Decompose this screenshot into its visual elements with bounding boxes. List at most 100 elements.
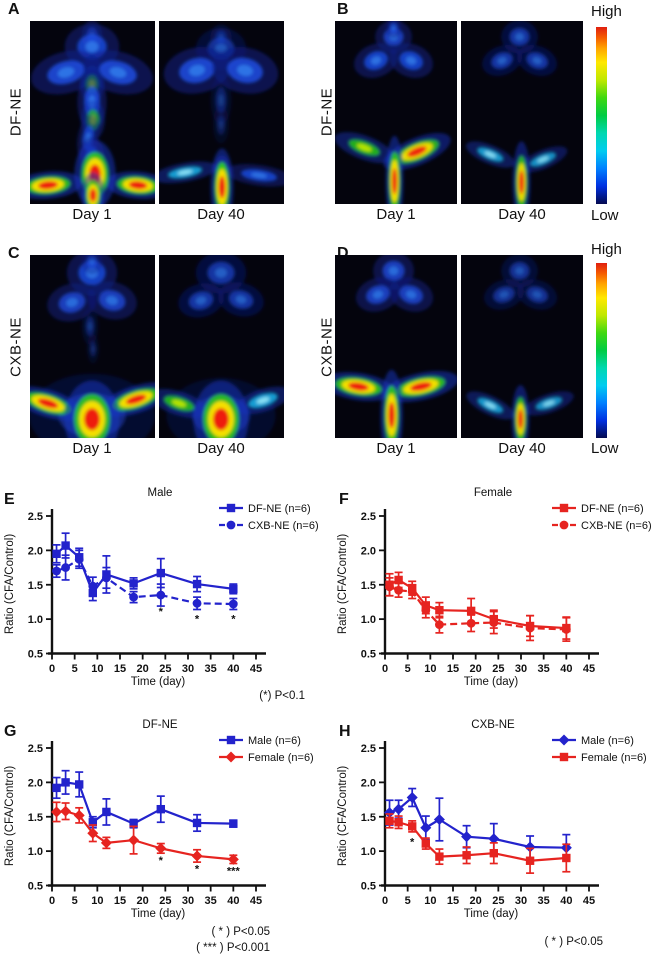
chart-title: CXB-NE [471,719,515,731]
chart-h: H CXB-NE Ratio (CFA/Control) Time (day) 0 5 1… [333,712,666,960]
axis-ticks [46,747,257,892]
legend-item: Male (n=6) [552,734,634,747]
panel-b: B DF-NE Day 1 Day 40 High Low [319,0,666,232]
y-tick-label: 1.5 [28,580,43,592]
colorbar-low-label: Low [591,440,619,457]
x-tick-label: 5 [405,663,411,675]
x-tick-label: 20 [137,663,149,675]
day-label: Day 40 [498,206,546,223]
day-label: Day 1 [376,206,416,223]
intensity-colorbar [596,263,607,438]
x-axis-label: Time (day) [464,908,519,920]
series-female-n-6- [385,813,571,874]
day-label: Day 40 [197,206,245,223]
scan-blobs [30,255,155,438]
panel-c: C CXB-NE Day 1 Day 40 [0,232,333,470]
x-tick-label: 25 [492,895,504,907]
legend-label: Female (n=6) [248,752,314,764]
x-tick-label: 35 [538,663,550,675]
y-tick-label: 0.5 [28,881,43,893]
x-tick-label: 5 [72,895,78,907]
x-tick-label: 30 [182,663,194,675]
significance-mark: * [159,606,164,618]
x-tick-label: 30 [182,895,194,907]
p-value-note: (*) P<0.1 [259,690,305,702]
x-axis-label: Time (day) [464,676,519,688]
day-label: Day 1 [72,206,112,223]
legend-label: CXB-NE (n=6) [581,520,652,532]
scan-blobs [159,24,284,204]
x-axis-label: Time (day) [131,908,186,920]
mouse-scan-svg [30,21,155,204]
panel-a: A DF-NE Day 1 Day 40 [0,0,333,232]
x-tick-label: 25 [159,663,171,675]
legend-label: DF-NE (n=6) [248,503,311,515]
p-value-note: ( * ) P<0.05 [545,936,604,948]
day-label: Day 1 [72,440,112,457]
chart-f: F Female Ratio (CFA/Control) Time (day) 0 5 1… [333,480,666,712]
y-tick-label: 2.0 [28,777,43,789]
chart-axes [48,741,266,887]
y-tick-label: 1.5 [28,812,43,824]
chart-plot-h: CXB-NE Ratio (CFA/Control) Time (day) 0 5 10 1… [337,719,647,948]
y-tick-label: 2.0 [361,777,376,789]
x-tick-label: 40 [227,895,239,907]
scan-blobs [335,21,451,204]
series-male-n-6- [52,769,238,833]
x-tick-label: 0 [382,663,388,675]
x-tick-label: 45 [250,663,262,675]
significance-mark: *** [227,865,241,877]
intensity-colorbar [596,27,607,204]
axis-ticks [379,747,590,892]
y-axis-label: Ratio (CFA/Control) [4,534,16,635]
p-value-note: ( * ) P<0.05 [212,926,271,938]
mouse-scan-svg [461,255,583,438]
y-tick-label: 0.5 [28,649,43,661]
chart-plot-f: Female Ratio (CFA/Control) Time (day) 0 5 10 1… [337,487,652,688]
x-tick-label: 10 [91,663,103,675]
series-cxb-ne-n-6- [385,577,571,642]
mouse-image-c-day1 [30,255,155,438]
colorbar-high-label: High [591,3,622,20]
x-tick-label: 10 [424,895,436,907]
y-tick-label: 1.0 [361,846,376,858]
colorbar-high-label: High [591,241,622,258]
chart-title: DF-NE [142,719,177,731]
x-tick-label: 5 [72,663,78,675]
mouse-image-b-day40 [461,21,583,204]
chart-plot-g: DF-NE Ratio (CFA/Control) Time (day) 0 5 10 15… [4,719,314,954]
chart-title: Male [148,487,173,499]
y-tick-label: 0.5 [361,881,376,893]
scan-blobs [30,21,155,204]
y-tick-label: 1.5 [361,580,376,592]
chart-g: G DF-NE Ratio (CFA/Control) Time (day) 0 5 10… [0,712,333,960]
x-tick-label: 45 [583,663,595,675]
mouse-image-d-day1 [335,255,457,438]
x-tick-label: 5 [405,895,411,907]
x-tick-label: 10 [424,663,436,675]
x-tick-label: 0 [49,663,55,675]
legend-item: CXB-NE (n=6) [552,520,652,532]
significance-mark: * [231,613,236,625]
y-axis-label: Ratio (CFA/Control) [4,766,16,867]
x-tick-label: 30 [515,663,527,675]
panel-a-row-label: DF-NE [7,87,25,137]
mouse-image-c-day40 [159,255,284,438]
x-tick-label: 15 [114,895,126,907]
axis-ticks [46,515,257,660]
day-label: Day 40 [498,440,546,457]
significance-mark: * [410,837,415,849]
panel-f-letter: F [339,491,349,508]
x-tick-label: 35 [538,895,550,907]
chart-e: E Male Ratio (CFA/Control) Time (day) 0 5 10 1… [0,480,333,712]
mouse-scan-svg [335,21,457,204]
y-tick-label: 1.0 [28,846,43,858]
legend-label: Male (n=6) [248,735,301,747]
axis-ticks [379,515,590,660]
x-tick-label: 30 [515,895,527,907]
legend-label: DF-NE (n=6) [581,503,644,515]
chart-axes [381,741,599,887]
y-tick-label: 1.0 [361,614,376,626]
series-cxb-ne-n-6- [52,549,238,611]
significance-mark: * [195,863,200,875]
